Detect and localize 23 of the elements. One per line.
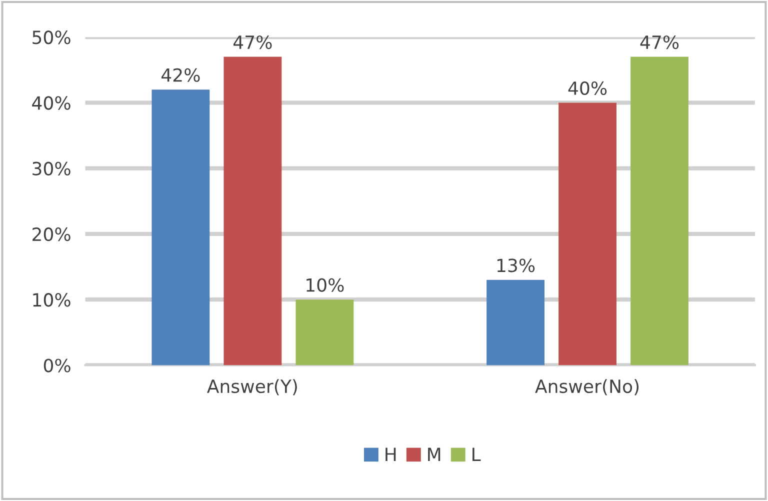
bar — [630, 56, 688, 366]
y-tick-label: 10% — [33, 293, 70, 307]
legend-label: M — [428, 448, 440, 461]
y-tick-label: 50% — [32, 30, 70, 44]
bar — [296, 300, 354, 366]
bar — [224, 56, 282, 366]
bar — [152, 90, 210, 366]
y-tick-label: 0% — [44, 358, 70, 372]
x-tick-label: Answer(No) — [535, 379, 639, 396]
data-label: 10% — [306, 278, 344, 292]
data-label: 40% — [568, 81, 607, 96]
data-label: 13% — [497, 258, 535, 272]
data-label: 42% — [161, 68, 200, 82]
y-tick-label: 20% — [32, 227, 70, 242]
y-tick-label: 40% — [32, 96, 70, 110]
bar — [486, 280, 544, 366]
y-tick-label: 30% — [32, 162, 70, 176]
data-label: 47% — [233, 35, 272, 50]
data-label: 47% — [640, 35, 679, 50]
x-tick-label: Answer(Y) — [207, 379, 297, 396]
bar — [558, 102, 616, 366]
legend-label: L — [472, 448, 481, 461]
legend-label: H — [386, 448, 396, 461]
